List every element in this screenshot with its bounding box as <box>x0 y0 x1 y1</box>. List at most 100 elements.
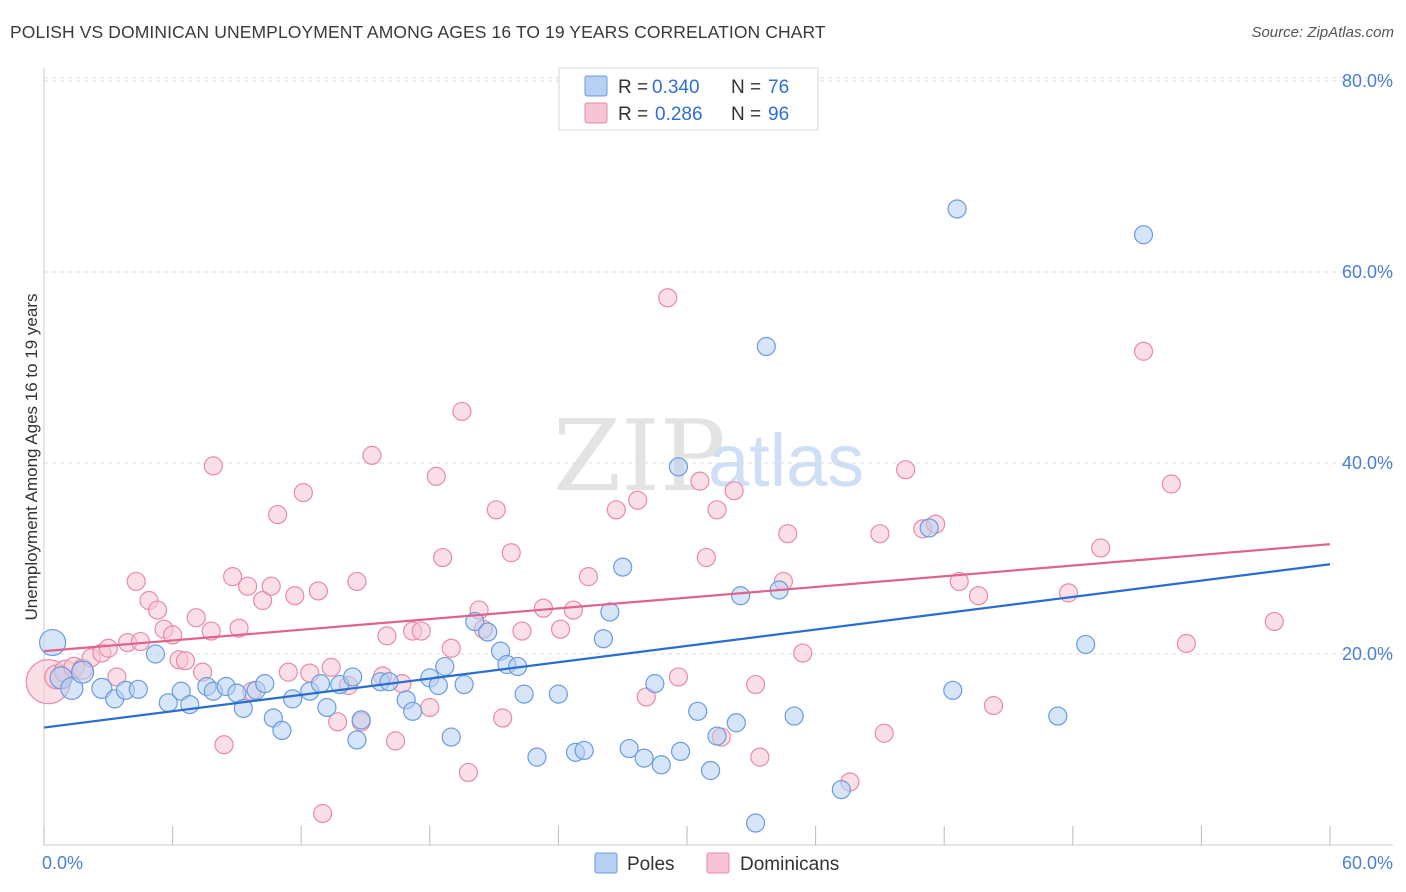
y-tick-labels: 20.0% 40.0% 60.0% 80.0% <box>1342 71 1393 664</box>
poles-point <box>688 701 708 721</box>
dominicans-point <box>745 674 766 695</box>
poles-point <box>1048 706 1068 726</box>
dominicans-point <box>347 571 367 592</box>
dominicans-point <box>750 747 770 767</box>
dominicans-point <box>870 524 890 544</box>
poles-point <box>128 679 148 699</box>
dominicans-point <box>268 504 288 525</box>
legend-dominicans-swatch <box>584 102 608 124</box>
dominicans-point <box>201 621 221 641</box>
top-legend: R = 0.340 N = 76 R = 0.286 N = 96 <box>558 67 819 131</box>
trend-lines <box>43 543 1331 729</box>
bottom-legend-dominicans-label: Dominicans <box>740 854 839 875</box>
poles-point <box>527 747 547 767</box>
poles-point <box>548 684 569 704</box>
poles-point <box>454 674 474 695</box>
dominicans-point <box>696 547 716 568</box>
dominicans-point <box>313 803 333 824</box>
dominicans-point <box>778 524 798 544</box>
dominicans-point <box>896 460 916 480</box>
poles-point <box>60 676 84 700</box>
poles-point <box>947 199 967 219</box>
poles-point <box>514 684 534 704</box>
dominicans-point <box>261 576 281 596</box>
dominicans-point <box>147 600 168 620</box>
dominicans-point <box>420 697 440 718</box>
poles-point <box>726 713 746 733</box>
dominicans-point <box>1133 341 1154 361</box>
dominicans-point <box>426 466 446 486</box>
dominicans-point <box>377 626 397 646</box>
dominicans-point <box>285 586 305 606</box>
poles-point <box>465 611 485 632</box>
dominicans-point <box>949 571 969 592</box>
legend-dominicans-n-value: 96 <box>768 104 789 125</box>
poles-point <box>668 457 689 477</box>
dominicans-point <box>126 571 146 592</box>
x-ticks <box>43 826 1331 845</box>
poles-point <box>283 689 303 709</box>
poles-point <box>351 710 371 730</box>
axes <box>43 68 1393 846</box>
legend-dominicans-n-label: N = <box>731 104 761 125</box>
poles-point <box>171 681 191 701</box>
dominicans-point <box>452 401 472 422</box>
poles-point <box>745 813 766 833</box>
poles-point <box>651 755 671 775</box>
dominicans-point <box>308 581 328 601</box>
poles-trend-line <box>43 563 1331 729</box>
poles-point <box>435 656 455 677</box>
legend-poles-r-label: R = <box>618 77 648 98</box>
dominicans-point <box>636 687 656 707</box>
dominicans-point <box>628 490 648 510</box>
poles-point <box>1076 634 1096 655</box>
dominicans-point <box>724 481 744 501</box>
legend-poles-r-value: 0.340 <box>652 77 700 98</box>
bottom-legend-dominicans-swatch <box>706 852 730 874</box>
bottom-legend: Poles Dominicans <box>594 852 839 875</box>
dominicans-point <box>707 500 727 520</box>
poles-point <box>272 720 292 741</box>
dominicans-point <box>1264 611 1284 632</box>
bottom-legend-poles-swatch <box>594 852 618 874</box>
poles-point <box>700 760 721 781</box>
poles-point <box>38 628 67 657</box>
poles-point <box>593 629 614 649</box>
poles-point <box>670 741 691 762</box>
dominicans-point <box>874 723 894 743</box>
dominicans-point <box>512 621 532 641</box>
chart-title: POLISH VS DOMINICAN UNEMPLOYMENT AMONG A… <box>10 22 826 42</box>
legend-dominicans-r-label: R = <box>618 104 648 125</box>
dominicans-point <box>253 590 273 611</box>
dominicans-point <box>98 638 118 658</box>
y-tick-label: 60.0% <box>1342 262 1393 282</box>
dominicans-point <box>793 643 813 663</box>
y-tick-label: 40.0% <box>1342 453 1393 473</box>
dominicans-point <box>690 471 710 491</box>
legend-poles-n-value: 76 <box>768 77 789 98</box>
dominicans-point <box>486 500 506 520</box>
dominicans-point <box>214 735 234 755</box>
dominicans-point <box>968 586 989 606</box>
legend-poles-n-label: N = <box>731 77 761 98</box>
dominicans-point <box>1091 538 1111 558</box>
dominicans-point <box>321 657 341 677</box>
poles-point <box>1133 225 1154 245</box>
poles-point <box>634 748 654 768</box>
dominicans-point <box>385 731 406 751</box>
legend-dominicans-r-value: 0.286 <box>655 104 703 125</box>
dominicans-point <box>278 662 298 682</box>
poles-point <box>70 660 95 684</box>
dominicans-point <box>668 667 689 687</box>
poles-point <box>233 698 253 719</box>
poles-point <box>707 726 727 746</box>
dominicans-point <box>175 651 196 671</box>
dominicans-point <box>493 708 513 728</box>
poles-point <box>343 667 363 687</box>
poles-point <box>645 674 665 694</box>
dominicans-point <box>563 600 584 620</box>
dominicans-point <box>362 445 382 465</box>
legend-poles-swatch <box>584 75 608 97</box>
dominicans-point <box>458 762 478 783</box>
dominicans-trend-line <box>43 543 1331 653</box>
